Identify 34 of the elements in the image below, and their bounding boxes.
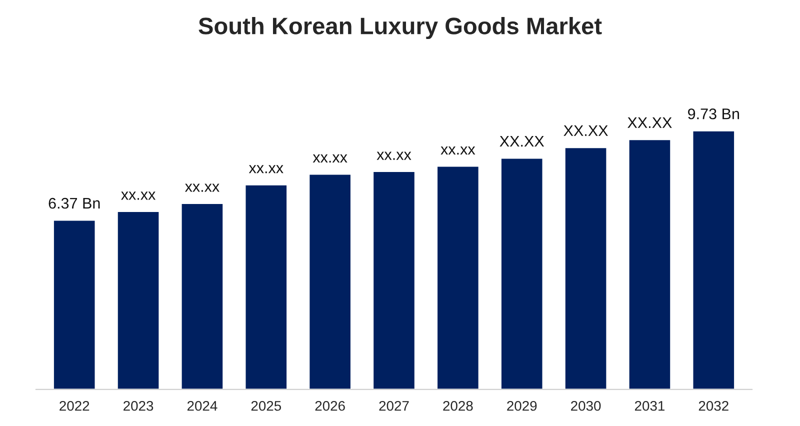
x-tick-label: 2023 <box>124 400 154 411</box>
bar <box>308 173 352 390</box>
x-tick-label: 2031 <box>634 400 664 411</box>
bar <box>500 157 544 390</box>
bar <box>692 130 736 390</box>
x-tick-label: 2029 <box>507 400 537 411</box>
data-label: xx.xx <box>248 165 284 174</box>
data-label: xx.xx <box>376 152 412 160</box>
data-label: xx.xx <box>184 184 220 192</box>
bar <box>628 138 672 390</box>
x-tick-label: 2025 <box>251 400 282 411</box>
data-label: xx.xx <box>440 146 476 155</box>
chart-title: South Korean Luxury Goods Market <box>198 17 602 40</box>
x-tick-label: 2027 <box>379 400 409 411</box>
data-label: 9.73 Bn <box>688 108 739 120</box>
data-label: XX.XX <box>500 136 544 147</box>
x-tick-label: 2026 <box>315 400 345 411</box>
x-tick-label: 2028 <box>443 400 473 411</box>
bar <box>372 170 416 390</box>
x-tick-label: 2030 <box>571 400 601 411</box>
bar <box>116 210 160 390</box>
data-label: 6.37 Bn <box>48 198 100 209</box>
bar <box>52 219 96 390</box>
bar <box>244 184 288 390</box>
bar <box>436 165 480 390</box>
data-label: xx.xx <box>121 192 156 200</box>
data-label: XX.XX <box>564 125 608 136</box>
data-label: xx.xx <box>312 154 348 163</box>
x-tick-label: 2022 <box>60 400 90 411</box>
bar <box>564 146 608 390</box>
bar <box>180 202 224 390</box>
data-label: XX.XX <box>628 117 672 128</box>
x-tick-label: 2032 <box>698 400 728 411</box>
x-tick-label: 2024 <box>187 400 218 411</box>
